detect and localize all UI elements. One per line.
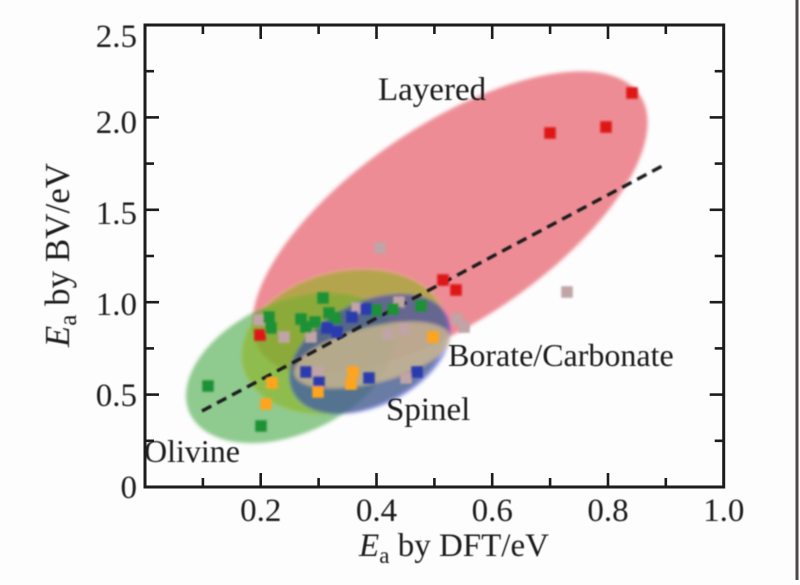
svg-text:Ea by BV/eV: Ea by BV/eV [38,163,82,348]
svg-text:1.5: 1.5 [96,196,137,232]
svg-text:Olivine: Olivine [144,433,240,469]
svg-text:0.5: 0.5 [96,378,137,414]
svg-text:1.0: 1.0 [703,493,744,529]
svg-text:Layered: Layered [378,72,487,108]
svg-text:0.4: 0.4 [356,493,397,529]
svg-text:2.0: 2.0 [96,105,137,141]
svg-text:0: 0 [121,470,138,506]
svg-text:Ea by DFT/eV: Ea by DFT/eV [358,528,549,568]
svg-text:Borate/Carbonate: Borate/Carbonate [448,337,674,373]
svg-text:0.6: 0.6 [472,493,513,529]
svg-text:0.2: 0.2 [240,493,281,529]
svg-text:1.0: 1.0 [96,287,137,323]
svg-text:Spinel: Spinel [386,392,470,428]
svg-text:0.8: 0.8 [587,493,628,529]
svg-text:2.5: 2.5 [96,19,137,55]
